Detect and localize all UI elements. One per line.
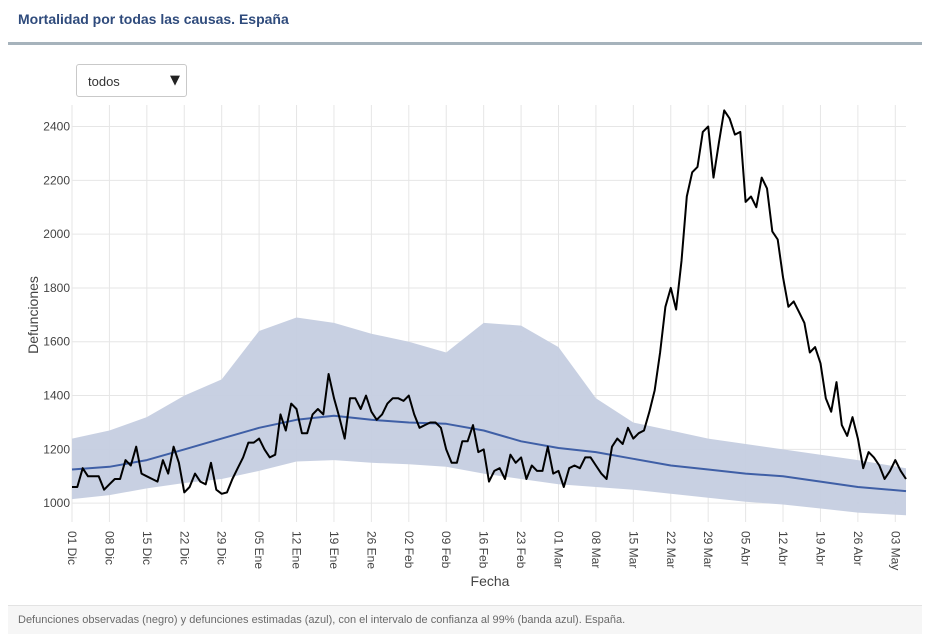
x-tick-label: 29 Dic (215, 531, 229, 565)
x-axis-ticks: 01 Dic 08 Dic 15 Dic 22 Dic 29 Dic 05 Ene 12 E… (65, 531, 902, 570)
x-tick-label: 29 Mar (701, 531, 715, 568)
y-tick-label: 1600 (43, 335, 70, 349)
x-tick-label: 26 Ene (364, 531, 378, 569)
x-tick-label: 01 Mar (552, 531, 566, 568)
x-tick-label: 16 Feb (477, 531, 491, 569)
x-tick-label: 09 Feb (439, 531, 453, 569)
x-tick-label: 12 Abr (776, 531, 790, 566)
x-tick-label: 05 Abr (739, 531, 753, 566)
y-tick-label: 2200 (43, 173, 70, 187)
y-axis-ticks: 1000 1200 1400 1600 1800 2000 2200 2400 (43, 120, 70, 511)
x-axis-title: Fecha (471, 573, 510, 589)
group-select-value: todos (88, 74, 120, 89)
x-tick-label: 03 May (888, 531, 902, 570)
x-tick-label: 23 Feb (514, 531, 528, 569)
caret-down-icon: ▼ (170, 73, 180, 88)
page-title: Mortalidad por todas las causas. España (18, 11, 289, 27)
footer-divider (8, 605, 922, 606)
y-tick-label: 1200 (43, 442, 70, 456)
x-tick-label: 22 Dic (177, 531, 191, 565)
x-tick-label: 15 Dic (140, 531, 154, 565)
estimated-deaths-line (71, 414, 907, 493)
title-divider (8, 42, 922, 45)
x-tick-label: 08 Mar (589, 531, 603, 568)
x-tick-label: 19 Abr (813, 531, 827, 566)
x-tick-label: 01 Dic (65, 531, 79, 565)
y-tick-label: 1800 (43, 281, 70, 295)
observed-deaths-line (72, 109, 907, 495)
x-tick-label: 15 Mar (626, 531, 640, 568)
x-tick-label: 26 Abr (851, 531, 865, 566)
footer (8, 606, 922, 634)
x-tick-label: 05 Ene (252, 531, 266, 569)
x-tick-label: 22 Mar (664, 531, 678, 568)
y-tick-label: 1000 (43, 496, 70, 510)
y-axis-title: Defunciones (25, 276, 41, 354)
x-tick-label: 08 Dic (102, 531, 116, 565)
x-tick-label: 19 Ene (327, 531, 341, 569)
x-tick-label: 02 Feb (402, 531, 416, 569)
y-tick-label: 1400 (43, 389, 70, 403)
x-tick-label: 12 Ene (290, 531, 304, 569)
group-select[interactable]: todos ▼ (76, 64, 187, 97)
y-tick-label: 2400 (43, 120, 70, 134)
y-tick-label: 2000 (43, 227, 70, 241)
chart-footnote: Defunciones observadas (negro) y defunci… (18, 614, 626, 626)
confidence-band (72, 317, 906, 516)
